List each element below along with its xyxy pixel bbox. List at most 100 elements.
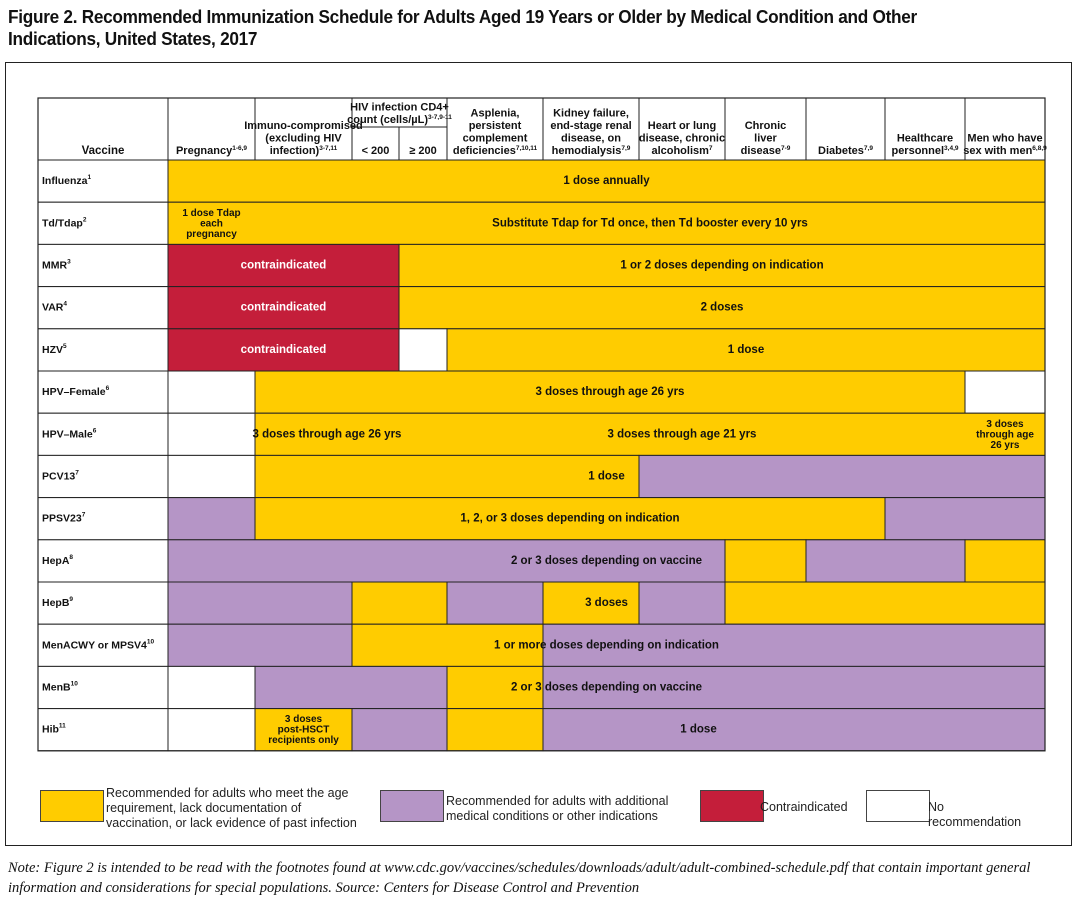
column-header-line: Asplenia, [471,108,520,120]
vaccine-name: Influenza1 [42,174,92,187]
schedule-cell [351,623,544,667]
cell-label-line: 1 or 2 doses depending on indication [620,260,823,272]
schedule-cell [446,581,544,625]
legend-swatch-contraindicated [700,790,764,822]
column-header-footnote: 3-7,11 [319,145,337,152]
vaccine-name: HepB9 [42,596,73,609]
vaccine-footnote: 6 [93,427,97,434]
column-header-footnote: 7,9 [621,145,630,152]
column-header-line: alcoholism [651,145,709,157]
schedule-cell [167,159,1046,203]
cell-label-line: contraindicated [241,344,327,356]
vaccine-name: HZV5 [42,343,67,356]
column-header-line: infection) [270,145,320,157]
cell-label: 1 dose annually [563,175,650,187]
vaccine-row-header [37,454,169,499]
schedule-cell [398,328,448,372]
column-header-footnote: 3-7,9-11 [428,114,452,121]
column-header-line: liver [754,133,777,145]
column-header-footnote: 7-9 [781,145,791,152]
column-header-line: Healthcare [897,133,953,145]
column-header-9: Healthcare personnel3,4,9 [891,133,958,158]
column-header-6: Heart or lung disease, chronic alcoholism7 [639,120,725,157]
schedule-cell [964,370,1046,414]
column-header-footnote: 6,8,9 [1032,145,1047,152]
column-header-line: Diabetes [818,145,864,157]
vaccine-name: VAR4 [42,300,67,313]
cell-label: 1, 2, or 3 doses depending on indication [460,513,679,525]
legend-label-contraindicated: Contraindicated [760,800,848,814]
column-header-line: persistent [469,120,522,132]
schedule-cell [542,665,1046,710]
legend-label-recommended: Recommended for adults who meet the age … [106,786,357,830]
cell-label-line: contraindicated [241,302,327,314]
column-header-5: Kidney failure, end-stage renal disease, o… [550,108,631,158]
column-header-footnote: 1-6,9 [232,145,247,152]
cell-label: 1 or 2 doses depending on indication [620,260,823,272]
table-border [37,97,1046,752]
vaccine-name-text: Td/Tdap [42,217,83,229]
cell-label: 3 doses through age 26 yrs [976,418,1034,450]
schedule-cell [446,328,1046,372]
column-header-10: Men who have sex with men6,8,9 [963,133,1047,158]
column-header-line: disease [741,145,781,157]
vaccine-name: Hib11 [42,722,66,735]
column-header-line: personnel [891,145,944,157]
schedule-cell [167,243,400,288]
vaccine-footnote: 9 [69,596,73,603]
cell-label: contraindicated [241,302,327,314]
cell-label-line: 1 dose [588,471,624,483]
vaccine-name: Td/Tdap2 [42,216,87,229]
cell-label: 3 doses [585,597,628,609]
vaccine-name-text: HPV–Male [42,428,93,440]
cell-label: 2 or 3 doses depending on vaccine [511,682,702,694]
cell-label-line: 2 or 3 doses depending on vaccine [511,555,702,567]
column-header-line: Pregnancy [176,145,233,157]
column-header-line: end-stage renal [550,120,631,132]
cell-label: 1 dose [680,724,716,736]
legend: Recommended for adults who meet the age … [40,786,1050,836]
cell-label: Substitute Tdap for Td once, then Td boo… [492,217,808,229]
schedule-cell [542,708,1046,752]
vaccine-footnote: 7 [75,469,79,476]
cell-label: 1 dose [588,471,624,483]
column-header-line: sex with men [963,145,1032,157]
cell-label: contraindicated [241,260,327,272]
column-header-line: HIV infection CD4+ [350,102,449,114]
schedule-cell [167,708,256,752]
column-header-line: (excluding HIV [265,133,342,145]
legend-swatch-no-recommendation [866,790,930,822]
column-header-line: Immuno-compromised [244,120,363,132]
cell-label-line: through age [976,429,1034,440]
schedule-cell [254,454,640,499]
cell-label-line: 1 dose Tdap [182,207,240,218]
column-header-3: HIV infection CD4+ count (cells/µL)3-7,9-… [347,102,452,127]
cell-label-line: 3 doses through age 21 yrs [608,428,757,440]
schedule-cell [167,539,726,583]
cell-label-line: recipients only [268,735,339,746]
schedule-cell [964,539,1046,583]
vaccine-name-text: MenACWY or MPSV4 [42,639,147,651]
vaccine-name-text: HPV–Female [42,386,106,398]
cell-label-line: 1 dose [728,344,764,356]
vaccine-name: HepA8 [42,554,73,567]
column-header-8: Diabetes7,9 [818,145,873,157]
cell-label: 3 doses post-HSCT recipients only [268,714,339,746]
vaccine-name-text: HepB [42,597,70,609]
legend-swatch-recommended [40,790,104,822]
schedule-cell [724,581,1046,625]
schedule-cell [638,454,1046,499]
vaccine-name-text: Influenza [42,175,88,187]
schedule-cell [254,708,353,752]
cell-label-line: 2 or 3 doses depending on vaccine [511,682,702,694]
schedule-cell [542,623,1046,667]
footnote: Note: Figure 2 is intended to be read wi… [8,860,1031,896]
vaccine-name: HPV–Female6 [42,385,110,398]
column-header-7: Chronic liver disease7-9 [741,120,791,157]
column-header-line: deficiencies [453,145,516,157]
schedule-cell [167,581,353,625]
schedule-cell [167,370,256,414]
legend-swatch-additional [380,790,444,822]
schedule-cell [805,539,966,583]
column-header-4: Asplenia, persistent complement deficiencie… [453,108,538,158]
